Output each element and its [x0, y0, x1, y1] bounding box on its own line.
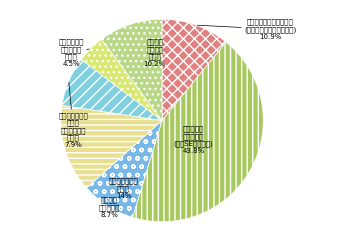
Text: 営業などの
現場担当者
(営業SEなど含む)
43.8%: 営業などの 現場担当者 (営業SEなど含む) 43.8%	[173, 125, 213, 154]
Polygon shape	[102, 19, 162, 120]
Text: 専門のデータ解析担当者
(データサイエンティスト)
10.9%: 専門のデータ解析担当者 (データサイエンティスト) 10.9%	[197, 18, 296, 40]
Polygon shape	[133, 42, 263, 222]
Text: 複数の部署で
組んでいる
チーム
4.5%: 複数の部署で 組んでいる チーム 4.5%	[58, 39, 89, 67]
Polygon shape	[162, 19, 226, 120]
Text: マーケティング
担当者
14%: マーケティング 担当者 14%	[109, 177, 138, 199]
Text: 情報システム部
などの
社内システム
担当者
7.9%: 情報システム部 などの 社内システム 担当者 7.9%	[58, 83, 88, 148]
Polygon shape	[61, 105, 162, 188]
Polygon shape	[86, 120, 162, 217]
Text: その他の
担当者・
チーム
10.2%: その他の 担当者・ チーム 10.2%	[144, 39, 166, 67]
Polygon shape	[62, 60, 162, 120]
Text: 部署内の
事務担当者
8.7%: 部署内の 事務担当者 8.7%	[98, 197, 120, 218]
Polygon shape	[81, 39, 162, 120]
